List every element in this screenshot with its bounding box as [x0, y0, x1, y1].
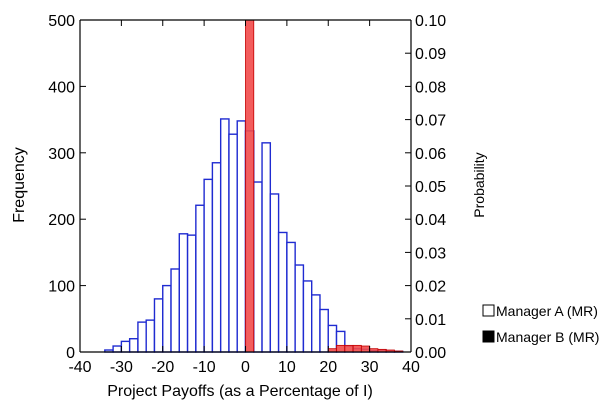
bar-manager-a	[186, 234, 197, 353]
x-tick-label: -10	[193, 359, 216, 376]
y2-tick-label: 0.06	[415, 146, 446, 163]
bar-manager-b	[360, 345, 371, 353]
y2-axis-title: Probability	[471, 152, 487, 217]
x-tick-label: -20	[151, 359, 174, 376]
bar-manager-a	[269, 193, 280, 353]
y-tick-label: 0	[66, 345, 75, 362]
bar-manager-a	[120, 340, 131, 353]
bar-manager-a	[128, 338, 139, 353]
bar-manager-a	[162, 284, 172, 353]
bar-manager-a	[261, 142, 272, 353]
x-tick-label: 30	[361, 359, 379, 376]
legend-label-manager-b: Manager B (MR)	[496, 329, 599, 345]
x-tick-label: 40	[402, 359, 420, 376]
y2-tick-label: 0.09	[415, 46, 446, 63]
bar-manager-a	[219, 118, 230, 353]
y2-tick-label: 0.00	[415, 345, 446, 362]
x-tick-label: 10	[278, 359, 296, 376]
y-tick-label: 300	[48, 146, 75, 163]
bar-manager-a	[294, 264, 305, 353]
bar-manager-a	[319, 308, 329, 353]
y2-tick-label: 0.05	[415, 179, 446, 196]
x-axis-title: Project Payoffs (as a Percentage of I)	[107, 383, 373, 400]
y-tick-label: 200	[48, 212, 75, 229]
y2-tick-label: 0.07	[415, 113, 446, 130]
bar-manager-a	[236, 120, 247, 353]
bar-manager-a	[327, 324, 338, 353]
y2-tick-label: 0.04	[415, 212, 446, 229]
x-tick-label: 20	[319, 359, 337, 376]
x-tick-label: 0	[241, 359, 250, 376]
bar-manager-a	[137, 321, 147, 353]
bar-manager-a	[277, 231, 288, 353]
bar-manager-b	[352, 344, 362, 353]
bar-manager-a	[286, 241, 296, 353]
legend: Manager A (MR) Manager B (MR)	[482, 303, 599, 345]
legend-label-manager-a: Manager A (MR)	[496, 303, 598, 319]
y-tick-label: 400	[48, 79, 75, 96]
bar-manager-a	[228, 133, 238, 353]
manager-a-bars	[104, 118, 404, 353]
x-tick-label: -40	[68, 359, 91, 376]
y2-tick-label: 0.02	[415, 279, 446, 296]
bar-manager-b	[344, 344, 354, 353]
bar-manager-b	[245, 19, 255, 353]
y2-tick-label: 0.03	[415, 245, 446, 262]
axes	[79, 19, 412, 353]
bar-manager-a	[153, 298, 164, 353]
bar-manager-a	[195, 204, 205, 353]
y2-tick-label: 0.10	[415, 13, 446, 30]
y2-tick-label: 0.01	[415, 312, 446, 329]
y-tick-label: 100	[48, 279, 75, 296]
x-tick-label: -30	[110, 359, 133, 376]
legend-swatch-manager-a	[482, 304, 495, 317]
bar-manager-a	[145, 319, 156, 353]
bar-manager-a	[112, 345, 123, 353]
legend-swatch-manager-b	[482, 330, 495, 343]
bar-manager-a	[170, 268, 180, 353]
y2-tick-label: 0.08	[415, 79, 446, 96]
y-tick-label: 500	[48, 13, 75, 30]
bar-manager-a	[302, 280, 313, 353]
bar-manager-a	[253, 181, 263, 353]
tick-labels: -40 -30 -20 -10 0 10 20 30 4001002003004005000.0…	[48, 13, 446, 376]
bar-manager-a	[211, 162, 222, 353]
bar-manager-b	[336, 344, 346, 353]
bar-manager-a	[203, 178, 214, 353]
bar-manager-a	[311, 294, 321, 353]
bar-manager-a	[178, 233, 189, 353]
y-axis-title: Frequency	[11, 147, 28, 223]
